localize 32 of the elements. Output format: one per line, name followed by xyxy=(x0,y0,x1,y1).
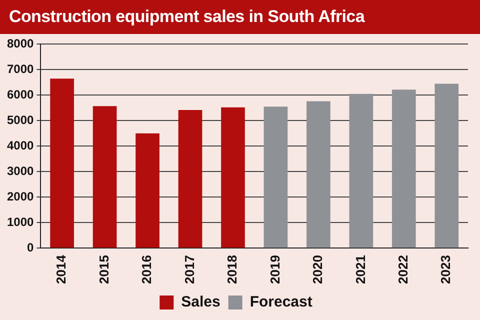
x-tick-label: 2020 xyxy=(310,255,326,284)
bar xyxy=(306,101,330,248)
bar xyxy=(221,107,245,248)
bar xyxy=(136,133,160,248)
x-tick-label: 2023 xyxy=(438,255,454,284)
bar xyxy=(178,110,202,248)
x-tick-label: 2022 xyxy=(395,255,410,284)
bar xyxy=(349,94,374,248)
bar xyxy=(264,106,288,248)
y-tick-label: 4000 xyxy=(6,138,34,152)
y-tick-label: 5000 xyxy=(6,112,34,127)
legend-label: Sales xyxy=(181,294,220,311)
bar xyxy=(434,84,459,248)
y-tick-label: 0 xyxy=(27,240,34,254)
x-tick-label: 2017 xyxy=(182,255,197,284)
x-tick-label: 2016 xyxy=(139,255,154,284)
x-tick-label: 2019 xyxy=(267,255,282,284)
y-tick-label: 7000 xyxy=(6,62,34,76)
y-tick-label: 1000 xyxy=(6,214,34,229)
chart-title: Construction equipment sales in South Africa xyxy=(0,0,480,34)
bar xyxy=(92,106,117,248)
bar xyxy=(50,78,74,248)
y-tick-label: 2000 xyxy=(6,189,34,204)
x-tick-label: 2018 xyxy=(224,255,240,284)
x-tick-label: 2014 xyxy=(54,254,69,284)
x-tick-label: 2015 xyxy=(96,255,112,284)
x-tick-label: 2021 xyxy=(352,255,368,284)
y-tick-label: 3000 xyxy=(6,164,34,178)
y-tick-label: 6000 xyxy=(6,87,34,102)
y-tick-label: 8000 xyxy=(6,36,34,51)
legend-label: Forecast xyxy=(250,294,312,311)
bar xyxy=(392,90,416,248)
